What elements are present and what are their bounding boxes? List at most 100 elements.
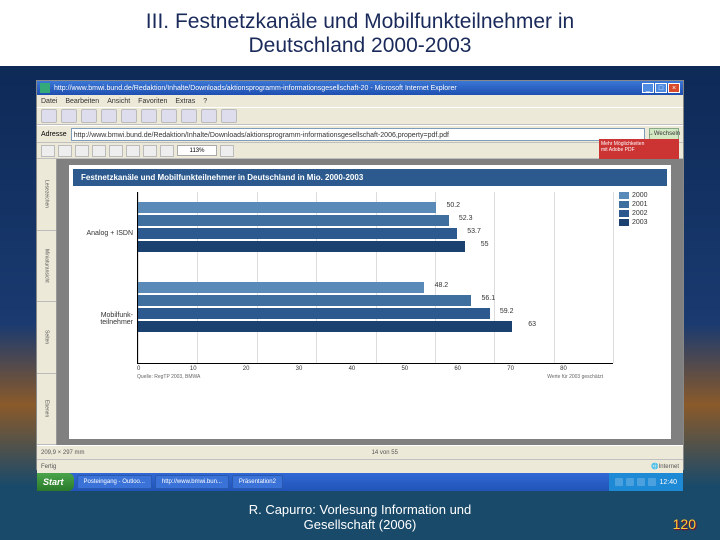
status-text: Fertig [41,464,56,470]
slide-title: III. Festnetzkanäle und Mobilfunkteilneh… [0,0,720,66]
minimize-button[interactable]: _ [642,83,654,93]
history-button[interactable] [181,109,197,123]
address-input[interactable]: http://www.bmwi.bund.de/Redaktion/Inhalt… [71,128,645,141]
menu-item[interactable]: Datei [41,98,57,105]
title-line2: Deutschland 2000-2003 [248,34,471,57]
title-line1: III. Festnetzkanäle und Mobilfunkteilneh… [146,10,574,33]
chart-bar: 63 [138,321,512,332]
menu-item[interactable]: Bearbeiten [65,98,99,105]
chart-note: Werte für 2003 geschätzt [547,374,603,380]
close-button[interactable]: × [668,83,680,93]
pdf-side-tabs: Lesezeichen Miniaturansicht Seiten Ebene… [37,159,57,445]
ie-icon [40,83,50,93]
ie-titlebar: http://www.bmwi.bund.de/Redaktion/Inhalt… [37,81,683,95]
legend-swatch [619,201,629,208]
chart-legend: 2000 2001 2002 2003 [613,192,663,364]
chart-bar: 59.2 [138,308,490,319]
y-group-label: Mobilfunk-teilnehmer [77,312,133,326]
maximize-button[interactable]: □ [655,83,667,93]
search-button[interactable] [141,109,157,123]
print-button[interactable] [221,109,237,123]
system-tray: 12:40 [609,473,683,491]
chart-title: Festnetzkanäle und Mobilfunkteilnehmer i… [73,169,667,186]
ie-window: http://www.bmwi.bund.de/Redaktion/Inhalt… [36,80,684,470]
tray-icon[interactable] [648,478,656,486]
legend-item: 2002 [619,210,663,217]
pdf-zoom-field[interactable]: 113% [177,145,217,156]
mail-button[interactable] [201,109,217,123]
pdf-search-icon[interactable] [92,145,106,157]
taskbar: Start Posteingang - Outloo... http://www… [37,473,683,491]
legend-label: 2002 [632,210,648,217]
slide-footer: R. Capurro: Vorlesung Information und Ge… [0,502,720,532]
ie-address-toolbar: Adresse http://www.bmwi.bund.de/Redaktio… [37,125,683,143]
pdf-zoomout-icon[interactable] [160,145,174,157]
pdf-tab[interactable]: Ebenen [37,374,56,446]
stop-button[interactable] [81,109,97,123]
chart-bar: 52.3 [138,215,449,226]
pdf-tab[interactable]: Seiten [37,302,56,374]
chart-bar: 55 [138,241,465,252]
pdf-select-icon[interactable] [126,145,140,157]
legend-label: 2000 [632,192,648,199]
chart-bar: 53.7 [138,228,457,239]
chart-source: Quelle: RegTP 2003, BMWA [137,374,200,380]
legend-label: 2001 [632,201,648,208]
legend-swatch [619,192,629,199]
legend-swatch [619,210,629,217]
pdf-viewport: Lesezeichen Miniaturansicht Seiten Ebene… [37,159,683,445]
menu-item[interactable]: Ansicht [107,98,130,105]
ie-nav-toolbar [37,107,683,125]
pdf-page: Festnetzkanäle und Mobilfunkteilnehmer i… [57,159,683,445]
menu-item[interactable]: ? [203,98,207,105]
pdf-fit-icon[interactable] [220,145,234,157]
tray-icon[interactable] [626,478,634,486]
pdf-statusbar: 209,9 × 297 mm 14 von 55 [37,445,683,459]
tray-icon[interactable] [615,478,623,486]
chart-bar: 50.2 [138,202,436,213]
chart-footnotes: Quelle: RegTP 2003, BMWA Werte für 2003 … [73,372,667,380]
legend-item: 2001 [619,201,663,208]
refresh-button[interactable] [101,109,117,123]
status-zone: Internet [659,464,679,470]
pdf-hand-icon[interactable] [109,145,123,157]
zone-icon: 🌐 [651,463,658,470]
taskbar-item[interactable]: Posteingang - Outloo... [77,475,152,489]
window-buttons: _ □ × [642,83,680,93]
x-axis: 01020304050607080 [73,366,667,372]
forward-button[interactable] [61,109,77,123]
tray-icon[interactable] [637,478,645,486]
pdf-page-number: 14 von 55 [372,450,398,456]
pdf-tab[interactable]: Lesezeichen [37,159,56,231]
start-button[interactable]: Start [37,473,74,491]
pdf-zoomin-icon[interactable] [143,145,157,157]
pdf-tab[interactable]: Miniaturansicht [37,231,56,303]
bars-area: 50.2 52.3 53.7 55 48.2 56.1 59.2 63 [137,192,613,364]
window-title: http://www.bmwi.bund.de/Redaktion/Inhalt… [54,85,457,92]
chart-bar: 48.2 [138,282,424,293]
taskbar-item[interactable]: http://www.bmwi.bun... [155,475,229,489]
taskbar-item[interactable]: Präsentation2 [232,475,283,489]
legend-item: 2003 [619,219,663,226]
legend-label: 2003 [632,219,648,226]
pdf-mail-icon[interactable] [75,145,89,157]
legend-swatch [619,219,629,226]
clock: 12:40 [659,479,677,486]
favorites-button[interactable] [161,109,177,123]
menu-item[interactable]: Favoriten [138,98,167,105]
pdf-toolbar: 113% Mehr Möglichkeiten mit Adobe PDF [37,143,683,159]
chart-body: Analog + ISDN Mobilfunk-teilnehmer 50.25… [73,186,667,366]
back-button[interactable] [41,109,57,123]
pdf-save-icon[interactable] [41,145,55,157]
chart-bar: 56.1 [138,295,471,306]
address-label: Adresse [41,131,67,138]
ie-menubar: Datei Bearbeiten Ansicht Favoriten Extra… [37,95,683,107]
y-axis-labels: Analog + ISDN Mobilfunk-teilnehmer [77,192,137,364]
legend-item: 2000 [619,192,663,199]
ie-statusbar: Fertig 🌐 Internet [37,459,683,473]
menu-item[interactable]: Extras [175,98,195,105]
home-button[interactable] [121,109,137,123]
chart-container: Festnetzkanäle und Mobilfunkteilnehmer i… [69,165,671,439]
pdf-print-icon[interactable] [58,145,72,157]
y-group-label: Analog + ISDN [77,230,133,237]
